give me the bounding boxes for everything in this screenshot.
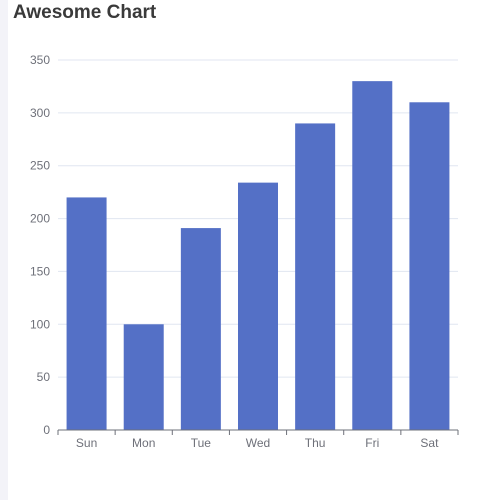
y-tick-label: 350 xyxy=(30,53,50,67)
x-tick-label: Tue xyxy=(191,436,212,450)
x-tick-label: Fri xyxy=(365,436,379,450)
y-tick-label: 200 xyxy=(30,212,50,226)
y-tick-label: 100 xyxy=(30,317,50,331)
bar-mon[interactable] xyxy=(123,324,164,430)
x-tick-label: Mon xyxy=(132,436,155,450)
bar-tue[interactable] xyxy=(180,228,221,430)
x-tick-label: Thu xyxy=(305,436,326,450)
y-axis-labels: 0 50 100 150 200 250 300 350 xyxy=(30,53,50,437)
chart-title: Awesome Chart xyxy=(13,2,157,23)
bar-thu[interactable] xyxy=(295,123,336,430)
x-tick-label: Wed xyxy=(246,436,270,450)
y-tick-label: 50 xyxy=(37,370,51,384)
bars xyxy=(66,81,450,431)
bar-sat[interactable] xyxy=(409,102,450,431)
x-tick-label: Sun xyxy=(76,436,97,450)
bar-fri[interactable] xyxy=(352,81,393,431)
y-tick-label: 150 xyxy=(30,264,50,278)
bar-wed[interactable] xyxy=(238,182,278,430)
y-tick-label: 0 xyxy=(43,423,50,437)
x-tick-label: Sat xyxy=(420,436,439,450)
x-axis: Sun Mon Tue Wed Thu Fri Sat xyxy=(57,429,459,450)
bar-sun[interactable] xyxy=(66,197,107,430)
y-tick-label: 300 xyxy=(30,106,50,120)
y-tick-label: 250 xyxy=(30,159,50,173)
